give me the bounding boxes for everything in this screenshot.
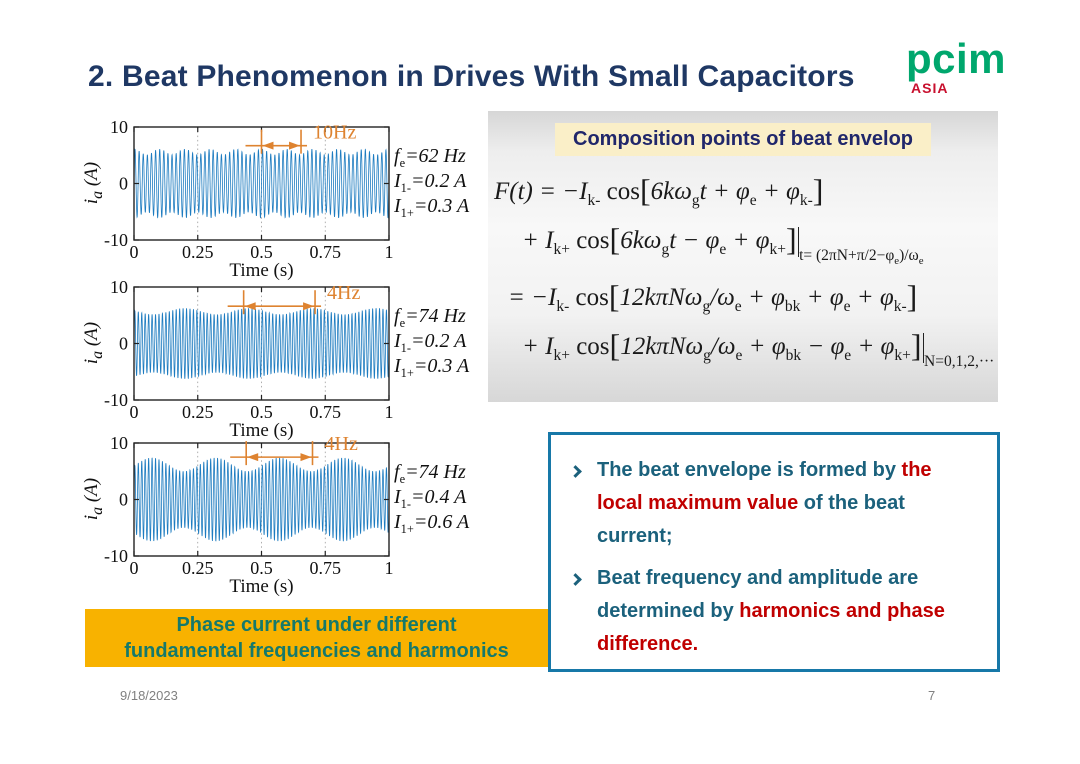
slide-page-number: 7 (928, 688, 936, 703)
param-label-i1plus: I1+=0.3 A (394, 195, 470, 220)
svg-text:0.75: 0.75 (310, 242, 342, 262)
y-axis-label: ia (A) (81, 321, 106, 365)
svg-text:Time (s): Time (s) (229, 260, 293, 281)
formula-panel-header: Composition points of beat envelop (555, 123, 931, 156)
param-label-i1minus: I1-=0.4 A (394, 486, 467, 511)
param-label-fe: fe=74 Hz (394, 461, 466, 486)
svg-text:0.75: 0.75 (310, 558, 342, 578)
svg-text:-10: -10 (104, 230, 128, 250)
pcim-logo: pcim ASIA (906, 35, 1007, 96)
y-axis-label: ia (A) (81, 161, 106, 205)
svg-text:0: 0 (119, 490, 128, 510)
y-axis-label: ia (A) (81, 477, 106, 521)
bullet-arrow-icon (569, 562, 597, 661)
equation-line-1: F(t) = −Ik- cos[6kωgt + φe + φk-] (494, 172, 824, 209)
pcim-logo-region: ASIA (911, 80, 949, 96)
bullet-text: The beat envelope is formed by the local… (597, 459, 932, 547)
evaluation-bar (922, 333, 925, 364)
svg-text:10: 10 (110, 117, 128, 137)
svg-text:0: 0 (119, 174, 128, 194)
waveform-plot-62hz: 0 0.25 0.5 0.75 1 10 0 -10 Time (s) 10Hz ia (A) f… (78, 117, 558, 285)
svg-text:0: 0 (130, 402, 139, 422)
svg-text:4Hz: 4Hz (325, 433, 358, 455)
svg-text:0: 0 (130, 558, 139, 578)
svg-text:10Hz: 10Hz (313, 122, 356, 144)
svg-text:0.25: 0.25 (182, 558, 214, 578)
slide-date: 9/18/2023 (120, 688, 178, 703)
svg-text:-10: -10 (104, 390, 128, 410)
param-label-i1minus: I1-=0.2 A (394, 330, 467, 355)
svg-text:0.25: 0.25 (182, 242, 214, 262)
equation-line-2: + Ik+ cos[6kωgt − φe + φk+] t= (2πN+π/2−φ… (522, 221, 924, 268)
svg-text:-10: -10 (104, 546, 128, 566)
caption-line: fundamental frequencies and harmonics (124, 640, 509, 662)
list-item: The beat envelope is formed by the local… (569, 454, 981, 553)
svg-text:Time (s): Time (s) (229, 420, 293, 441)
svg-text:0.5: 0.5 (250, 558, 273, 578)
waveform-plot-74hz-small: 0 0.25 0.5 0.75 1 10 0 -10 Time (s) 4Hz ia (A) fe… (78, 277, 558, 445)
param-label-i1plus: I1+=0.6 A (394, 511, 470, 536)
formula-panel: Composition points of beat envelop F(t) … (488, 111, 998, 402)
evaluation-condition: t= (2πN+π/2−φe)/ωe (799, 247, 924, 268)
svg-text:0.5: 0.5 (250, 402, 273, 422)
svg-text:0.25: 0.25 (182, 402, 214, 422)
pcim-logo-text: pcim (906, 35, 1007, 82)
evaluation-bar (797, 227, 800, 257)
svg-text:0.75: 0.75 (310, 402, 342, 422)
svg-text:10: 10 (110, 277, 128, 297)
caption-box: Phase current under different fundamenta… (85, 609, 548, 667)
list-item: Beat frequency and amplitude are determi… (569, 562, 981, 661)
svg-text:1: 1 (385, 402, 394, 422)
caption-line: Phase current under different (176, 614, 457, 636)
svg-text:0: 0 (119, 334, 128, 354)
evaluation-condition: N=0,1,2,··· (924, 353, 995, 371)
equation-line-4: + Ik+ cos[12kπNωg/ωe + φbk − φe + φk+] N=… (522, 327, 995, 371)
key-points-box: The beat envelope is formed by the local… (548, 432, 1000, 672)
waveform-plot-74hz-large: 0 0.25 0.5 0.75 1 10 0 -10 Time (s) 4Hz ia (A) fe… (78, 433, 558, 601)
param-label-fe: fe=62 Hz (394, 145, 466, 170)
equation-line-3: = −Ik- cos[12kπNωg/ωe + φbk + φe + φk-] (508, 278, 918, 316)
bullet-text: Beat frequency and amplitude are determi… (597, 567, 945, 655)
svg-text:10: 10 (110, 433, 128, 453)
svg-text:4Hz: 4Hz (327, 282, 360, 304)
svg-text:0: 0 (130, 242, 139, 262)
param-label-i1minus: I1-=0.2 A (394, 170, 467, 195)
param-label-fe: fe=74 Hz (394, 305, 466, 330)
bullet-arrow-icon (569, 454, 597, 553)
svg-text:1: 1 (385, 242, 394, 262)
svg-text:Time (s): Time (s) (229, 576, 293, 597)
page-title: 2. Beat Phenomenon in Drives With Small … (88, 60, 855, 93)
svg-text:0.5: 0.5 (250, 242, 273, 262)
param-label-i1plus: I1+=0.3 A (394, 355, 470, 380)
svg-text:1: 1 (385, 558, 394, 578)
